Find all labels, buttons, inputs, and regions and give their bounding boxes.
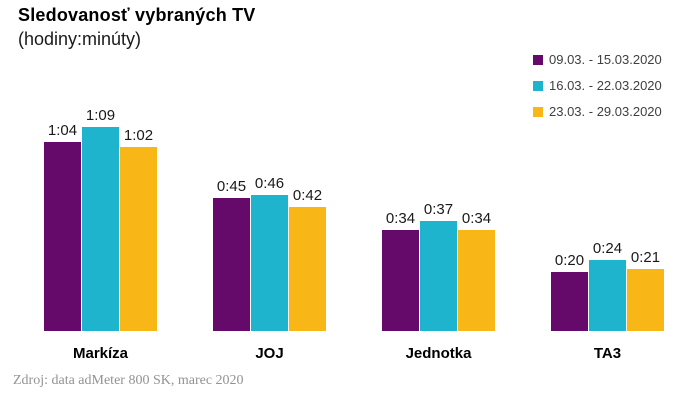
value-label-markza-series2: 1:09: [85, 107, 116, 124]
value-label-markza-series3: 1:02: [123, 127, 154, 144]
value-label-joj-series1: 0:45: [216, 178, 247, 195]
category-label-ta3: TA3: [593, 345, 622, 362]
value-label-joj-series2: 0:46: [254, 175, 285, 192]
bar-markza-series2: [82, 127, 119, 331]
legend: 09.03. - 15.03.2020 16.03. - 22.03.2020 …: [533, 52, 662, 119]
category-label-joj: JOJ: [255, 345, 284, 362]
legend-item-week1: 09.03. - 15.03.2020: [533, 52, 662, 67]
value-label-jednotka-series1: 0:34: [385, 210, 416, 227]
legend-swatch-week2-icon: [533, 80, 543, 91]
value-label-ta3-series1: 0:20: [554, 252, 585, 269]
value-label-ta3-series2: 0:24: [592, 240, 623, 257]
legend-item-week2: 16.03. - 22.03.2020: [533, 78, 662, 93]
bar-jednotka-series1: [382, 230, 419, 331]
value-label-markza-series1: 1:04: [47, 122, 78, 139]
category-label-markza: Markíza: [72, 345, 129, 362]
bar-jednotka-series2: [420, 221, 457, 331]
bar-ta3-series1: [551, 272, 588, 331]
bar-ta3-series2: [589, 260, 626, 331]
legend-label-week2: 16.03. - 22.03.2020: [549, 78, 662, 93]
source-note: Zdroj: data adMeter 800 SK, marec 2020: [13, 373, 244, 388]
legend-item-week3: 23.03. - 29.03.2020: [533, 104, 662, 119]
chart-title: Sledovanosť vybraných TV: [18, 5, 256, 25]
legend-label-week1: 09.03. - 15.03.2020: [549, 52, 662, 67]
bar-joj-series1: [213, 198, 250, 331]
category-label-jednotka: Jednotka: [405, 345, 472, 362]
bar-markza-series3: [120, 147, 157, 331]
value-label-jednotka-series3: 0:34: [461, 210, 492, 227]
bar-joj-series3: [289, 207, 326, 331]
value-label-ta3-series3: 0:21: [630, 249, 661, 266]
bar-jednotka-series3: [458, 230, 495, 331]
legend-swatch-week3-icon: [533, 106, 543, 117]
bar-joj-series2: [251, 195, 288, 331]
legend-label-week3: 23.03. - 29.03.2020: [549, 104, 662, 119]
legend-swatch-week1-icon: [533, 54, 543, 65]
value-label-jednotka-series2: 0:37: [423, 201, 454, 218]
bar-ta3-series3: [627, 269, 664, 331]
value-label-joj-series3: 0:42: [292, 187, 323, 204]
chart-subtitle: (hodiny:minúty): [18, 29, 142, 49]
bar-markza-series1: [44, 142, 81, 331]
